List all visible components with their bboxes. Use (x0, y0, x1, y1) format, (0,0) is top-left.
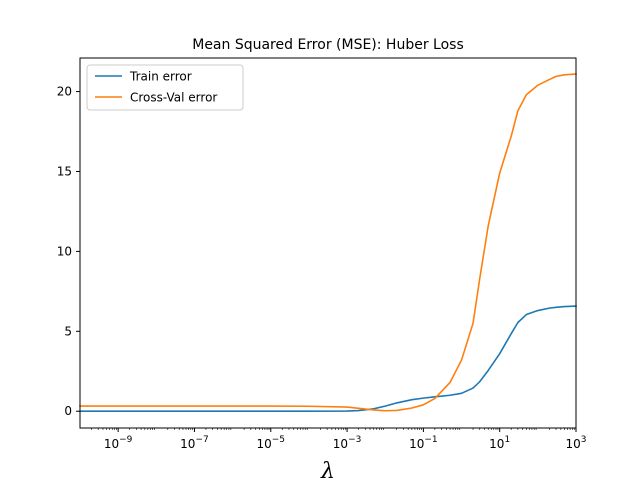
legend: Train error Cross-Val error (86, 64, 244, 111)
y-tick-label: 10 (57, 244, 72, 258)
series-line-train-error (79, 305, 577, 413)
legend-label-train-error: Train error (129, 70, 192, 84)
y-tick-label: 15 (57, 164, 72, 178)
x-tick-label: 103 (565, 435, 586, 451)
ticks: 10−9 10−7 10−5 10−3 10−1 101 103 0 5 10 15 20 (57, 85, 587, 451)
x-axis-label: λ (320, 459, 335, 480)
x-tick-label: 101 (489, 435, 510, 451)
x-tick-label: 10−7 (180, 435, 209, 451)
chart-title: Mean Squared Error (MSE): Huber Loss (192, 37, 464, 53)
y-tick-label: 0 (64, 404, 72, 418)
x-tick-label: 10−1 (409, 435, 438, 451)
legend-box (86, 64, 244, 111)
axes-frame (79, 57, 577, 429)
x-tick-label: 10−9 (104, 435, 133, 451)
x-tick-label: 10−5 (256, 435, 285, 451)
series-line-cross-val-error (79, 73, 577, 412)
legend-label-cross-val-error: Cross-Val error (130, 91, 217, 105)
x-tick-label: 10−3 (333, 435, 362, 451)
plot-area (79, 73, 577, 413)
axes (79, 57, 577, 429)
y-tick-label: 5 (64, 324, 72, 338)
y-tick-label: 20 (57, 85, 72, 99)
